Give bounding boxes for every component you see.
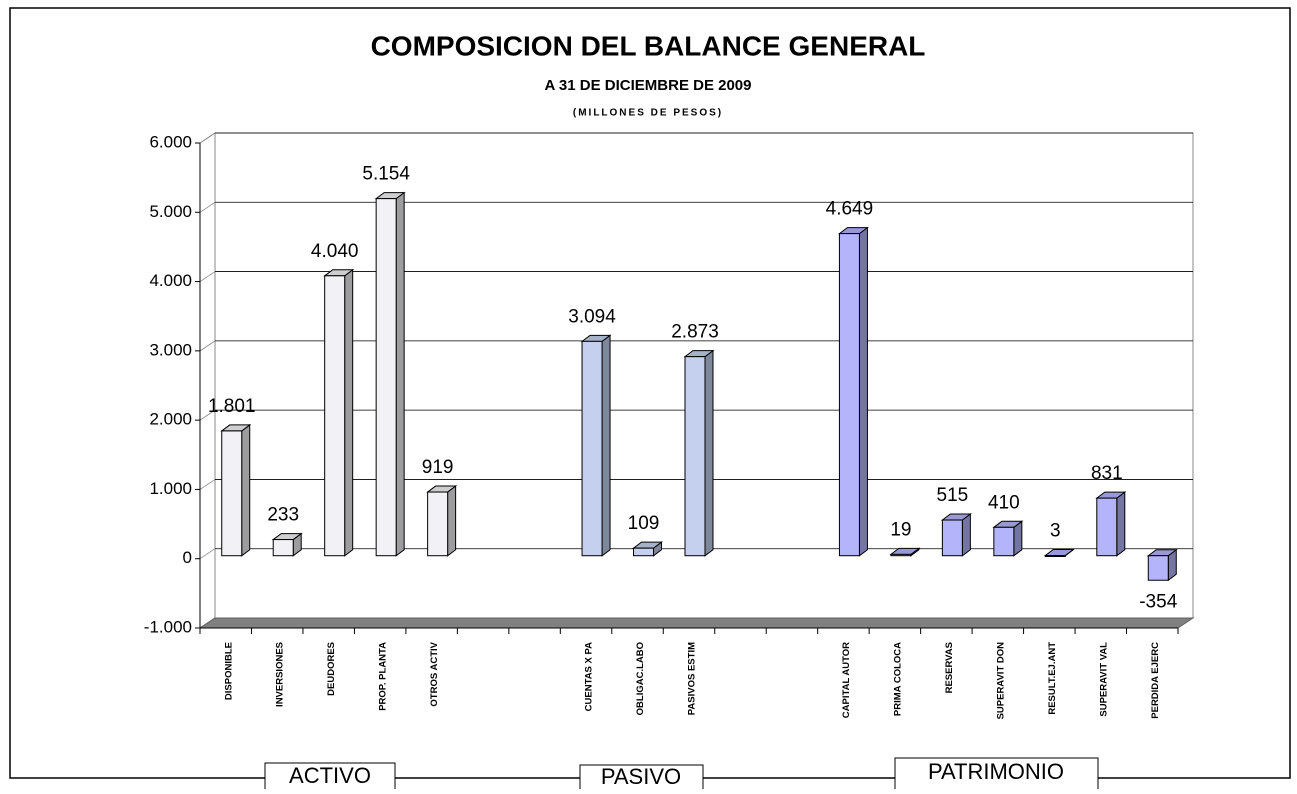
x-tick-label: OBLIGAC.LABO [635,642,646,715]
x-tick-label: OTROS ACTIV [429,641,440,706]
bar-top-shade [427,486,456,493]
bar [1147,555,1169,581]
y-tick-label: 6.000 [149,132,192,151]
bar [838,233,860,557]
y-tick-label: 0 [183,548,192,567]
value-label: 4.040 [311,241,359,262]
bar-top-shade [685,350,713,357]
grid-line-side [199,271,216,282]
bar-top-shade [582,335,611,342]
chart-title: COMPOSICION DEL BALANCE GENERAL [371,30,926,61]
bar [427,491,449,557]
x-tick-label: PERDIDA EJERC [1150,642,1161,719]
value-label: 3.094 [568,306,616,327]
bar-side-shade [241,424,250,556]
bar-side-shade [447,486,456,556]
bar-top-shade [324,269,353,276]
bar-top-shade [221,424,250,431]
x-tick-label: SUPERAVIT VAL [1098,642,1109,717]
x-tick-label: PROP. PLANTA [378,642,389,711]
bar-top-shade [890,548,919,555]
bar-top-shade [1096,492,1125,499]
bar [1044,555,1066,558]
y-tick-label: -1.000 [144,617,192,636]
y-tick-label: 3.000 [149,340,192,359]
value-label: 1.801 [208,396,256,417]
value-label: 3 [1050,521,1061,542]
group-label: PASIVO [601,764,681,789]
bar-top-shade [1045,549,1074,556]
bar [993,526,1015,557]
bar [941,519,963,557]
bar-side-shade [1116,492,1125,556]
value-label: 515 [937,485,969,506]
bar-side-shade [396,192,405,556]
x-tick-label: INVERSIONES [275,642,286,707]
bar [890,553,912,557]
group-labels: ACTIVO PASIVO PATRIMONIO [264,757,1099,794]
x-tick-label: DISPONIBLE [223,642,234,700]
chart-subtitle: A 31 DE DICIEMBRE DE 2009 [544,77,751,94]
x-tick-label: CAPITAL AUTOR [841,642,852,718]
bar [581,340,603,557]
x-tick-label: PASIVOS ESTIM [687,642,698,715]
floor [198,617,1195,629]
value-label: 831 [1091,463,1123,484]
y-tick-label: 2.000 [149,410,192,429]
y-tick-label: 4.000 [149,271,192,290]
value-label: 919 [422,457,454,478]
bar-side-shade [344,269,353,556]
bar-side-shade [602,335,611,556]
bar-side-shade [1013,521,1022,556]
grid-line-side [199,548,216,560]
bar [221,430,243,557]
group-label: PATRIMONIO [928,759,1064,784]
x-tick-label: PRIMA COLOCA [892,642,903,716]
bar [375,198,397,557]
value-label: 5.154 [362,164,410,185]
bar-side-shade [653,542,662,556]
bar [324,275,346,557]
bar-top-shade [273,533,302,540]
x-tick-label: RESERVAS [944,642,955,693]
unit-note: (MILLONES DE PESOS) [573,108,723,119]
value-label: 19 [890,519,911,540]
value-label: -354 [1139,591,1177,612]
bar [684,356,706,557]
grid-line-side [199,340,216,352]
grid-line-side [199,479,216,490]
bar [272,539,294,557]
grid-line-side [199,409,216,421]
value-label: 2.873 [671,322,719,343]
y-tick-label: 1.000 [149,479,192,498]
bar [633,547,655,557]
bar-top-shade [1148,549,1177,556]
group-label: ACTIVO [289,763,371,788]
grid-line-side [199,201,216,213]
x-tick-label: SUPERAVIT DON [995,642,1006,720]
grid-line-side [199,132,216,144]
bar-side-shade [1168,549,1177,581]
bar-top-shade [993,521,1022,528]
bar-side-shade [962,514,971,556]
bar-top-shade [633,542,662,549]
bar-side-shade [705,350,713,556]
group-box [894,757,1099,794]
bar-top-shade [942,514,971,521]
x-tick-label: DEUDORES [326,642,337,696]
bar-side-shade [293,533,302,556]
bar-top-shade [839,227,868,234]
bar-top-shade [376,192,405,199]
y-tick-label: 5.000 [149,202,192,221]
value-label: 233 [267,505,299,526]
bar-side-shade [859,227,868,556]
value-label: 109 [628,513,660,534]
x-tick-label: RESULT.EJ.ANT [1047,642,1058,715]
x-tick-label: CUENTAS X PA [584,642,595,711]
value-label: 410 [988,492,1020,513]
value-label: 4.649 [826,199,874,220]
bar [1096,497,1118,557]
